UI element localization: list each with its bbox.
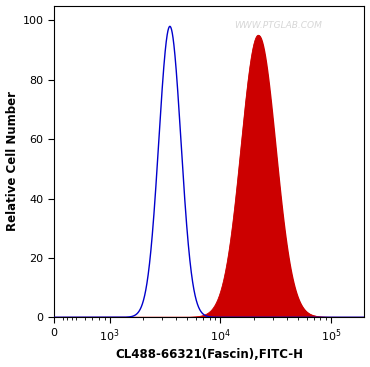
X-axis label: CL488-66321(Fascin),FITC-H: CL488-66321(Fascin),FITC-H [115, 348, 303, 361]
Y-axis label: Relative Cell Number: Relative Cell Number [6, 91, 18, 232]
Text: WWW.PTGLAB.COM: WWW.PTGLAB.COM [234, 21, 322, 30]
